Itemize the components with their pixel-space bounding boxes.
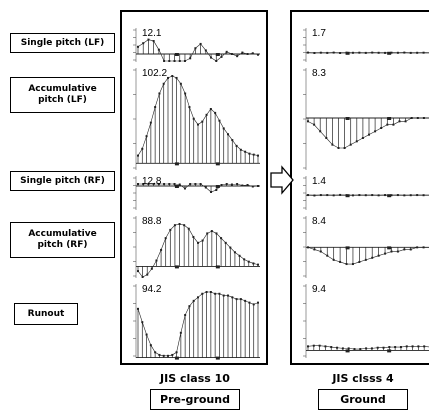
pre-ground-charts: 12.1 102.2 12.8 88.8 94.2 [133,28,260,360]
x-marker [387,51,392,55]
peak-value-label: 12.1 [142,28,162,39]
panel-pre-ground: 12.1 102.2 12.8 88.8 94.2 [120,10,268,365]
peak-value-label: 1.4 [312,176,326,187]
x-marker [215,356,220,360]
x-marker [174,162,179,166]
trace-line [137,39,259,62]
trace-line [307,194,429,196]
x-marker [215,53,220,56]
peak-value-label: 94.2 [142,284,162,295]
x-marker [387,117,392,120]
chart-single-pitch-lf-: 12.1 [133,28,260,62]
right-arrow-icon [270,165,294,195]
peak-value-label: 88.8 [142,216,162,227]
peak-value-label: 9.4 [312,284,326,295]
peak-value-label: 102.2 [142,68,167,79]
peak-value-label: 1.7 [312,28,326,39]
stage-label-ground: Ground [318,389,408,410]
chart-accumulative-pitch-lf-: 8.3 [303,68,429,170]
trace-line [138,183,259,193]
chart-single-pitch-rf-: 1.4 [303,176,429,210]
x-marker [345,246,350,250]
point [307,51,309,54]
peak-value-label: 12.8 [142,176,162,187]
peak-value-label: 8.4 [312,216,326,227]
trace-line [307,345,429,350]
x-marker [215,265,220,269]
stage-label-pre-ground: Pre-ground [150,389,240,410]
label-accumulative-pitch-lf: Accumulative pitch (LF) [10,77,115,113]
x-marker [345,349,350,353]
chart-single-pitch-lf-: 1.7 [303,28,429,62]
x-marker [387,194,392,198]
class-label-pre-ground: JIS class 10 [160,372,230,385]
x-marker [174,53,179,56]
chart-runout: 94.2 [133,284,260,360]
trace-line [137,75,259,156]
peak-value-label: 8.3 [312,68,326,79]
trace-line [137,291,259,357]
label-single-pitch-lf: Single pitch (LF) [10,33,115,53]
x-marker [174,265,179,269]
trace-line [307,117,429,149]
x-marker [387,349,392,353]
ground-charts: 1.7 8.3 1.4 8.4 9.4 [303,28,429,358]
x-marker [174,185,179,188]
x-marker [215,162,220,166]
trace-line [137,223,259,278]
x-marker [345,194,350,198]
chart-runout: 9.4 [303,284,429,358]
chart-single-pitch-rf-: 12.8 [133,176,260,210]
x-marker [345,51,350,55]
x-marker [345,117,350,120]
chart-accumulative-pitch-lf-: 102.2 [133,68,260,170]
trace-line [307,247,429,265]
class-label-ground: JIS clsss 4 [332,372,394,385]
x-marker [215,185,220,188]
panel-ground: 1.7 8.3 1.4 8.4 9.4 [290,10,429,365]
point [307,120,309,123]
x-marker [174,356,179,360]
x-marker [387,246,392,250]
label-single-pitch-rf: Single pitch (RF) [10,171,115,191]
chart-accumulative-pitch-rf-: 88.8 [133,216,260,278]
label-runout: Runout [14,303,78,325]
point [137,270,139,273]
label-accumulative-pitch-rf: Accumulative pitch (RF) [10,222,115,258]
chart-accumulative-pitch-rf-: 8.4 [303,216,429,278]
